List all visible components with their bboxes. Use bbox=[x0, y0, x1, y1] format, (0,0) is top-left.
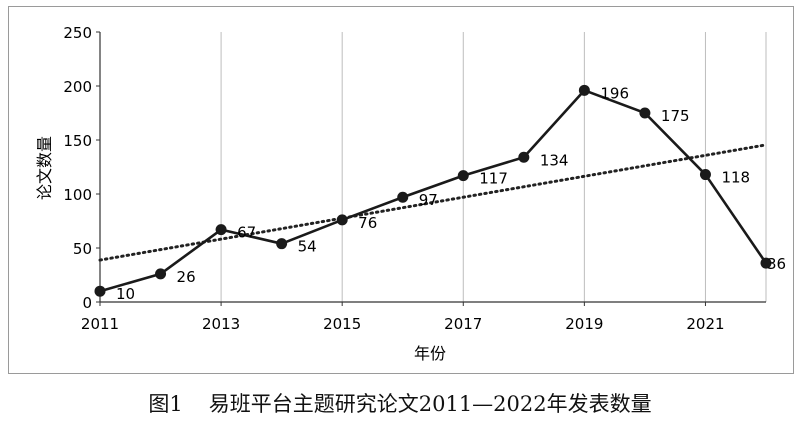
data-label-2017: 117 bbox=[479, 170, 508, 188]
data-label-2021: 118 bbox=[721, 169, 750, 187]
y-tick-label-200: 200 bbox=[63, 78, 92, 96]
data-series bbox=[94, 84, 772, 297]
axes: 0 50 100 150 200 250 2011 2013 2015 2017 2019 2021 bbox=[63, 24, 766, 333]
data-point-2011 bbox=[94, 285, 106, 297]
x-tick-label-2011: 2011 bbox=[81, 315, 119, 333]
data-label-2015: 76 bbox=[358, 214, 377, 232]
data-point-2022 bbox=[760, 257, 772, 269]
grid-lines bbox=[99, 32, 767, 302]
data-label-2020: 175 bbox=[661, 107, 690, 125]
x-tick-label-2013: 2013 bbox=[202, 315, 240, 333]
data-label-2019: 196 bbox=[600, 84, 629, 102]
data-point-2014 bbox=[276, 238, 288, 250]
x-tick-label-2021: 2021 bbox=[686, 315, 724, 333]
data-label-2016: 97 bbox=[419, 191, 438, 209]
data-point-2015 bbox=[336, 214, 348, 226]
y-tick-label-150: 150 bbox=[63, 132, 92, 150]
trendline-path bbox=[98, 143, 768, 262]
data-point-2020 bbox=[639, 107, 651, 119]
data-point-2018 bbox=[518, 151, 530, 163]
x-tick-label-2017: 2017 bbox=[444, 315, 482, 333]
data-label-2014: 54 bbox=[298, 238, 317, 256]
data-label-2013: 67 bbox=[237, 224, 256, 242]
data-point-2012 bbox=[155, 268, 167, 280]
y-tick-label-250: 250 bbox=[63, 24, 92, 42]
data-point-2016 bbox=[397, 191, 409, 203]
y-tick-label-100: 100 bbox=[63, 186, 92, 204]
figure-caption: 图1 易班平台主题研究论文2011—2022年发表数量 bbox=[0, 388, 800, 418]
trendline bbox=[98, 143, 768, 262]
caption-title: 易班平台主题研究论文2011—2022年发表数量 bbox=[208, 392, 652, 416]
y-tick-label-0: 0 bbox=[82, 294, 92, 312]
x-tick-label-2019: 2019 bbox=[565, 315, 603, 333]
data-point-2017 bbox=[457, 170, 469, 182]
data-label-2018: 134 bbox=[540, 151, 569, 169]
caption-figure-number: 图1 bbox=[148, 392, 183, 416]
data-point-2013 bbox=[215, 224, 227, 236]
data-label-2022: 36 bbox=[767, 255, 786, 273]
y-axis-label: 论文数量 bbox=[35, 136, 54, 200]
data-label-2011: 10 bbox=[116, 285, 135, 303]
x-tick-label-2015: 2015 bbox=[323, 315, 361, 333]
series-line bbox=[99, 89, 768, 293]
x-axis-label: 年份 bbox=[414, 344, 446, 363]
data-label-2012: 26 bbox=[177, 268, 196, 286]
data-labels: 10 26 67 54 76 97 117 134 196 175 118 36 bbox=[116, 84, 786, 303]
data-point-2019 bbox=[578, 84, 590, 96]
chart-frame bbox=[8, 6, 794, 374]
y-tick-label-50: 50 bbox=[73, 240, 92, 258]
data-point-2021 bbox=[699, 169, 711, 181]
